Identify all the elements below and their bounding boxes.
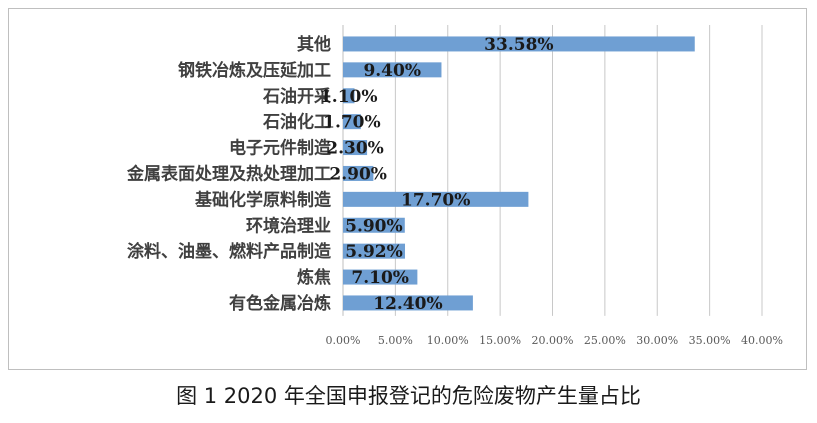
category-label: 电子元件制造 [229,138,332,159]
category-label: 有色金属冶炼 [229,293,331,314]
figure-caption: 图 1 2020 年全国申报登记的危险废物产生量占比 [176,384,641,408]
x-tick-label: 40.00% [741,334,783,347]
category-label: 钢铁冶炼及压延加工 [178,60,331,81]
data-label: 7.10% [351,268,409,288]
chart-frame: 其他 33.58% 钢铁冶炼及压延加工 9.40% 石油开采 1.10% 石油化工 1.70%… [8,8,807,370]
category-label: 环境治理业 [246,215,331,236]
data-label: 5.92% [345,242,403,262]
data-label: 2.90% [329,164,387,184]
bar [343,36,695,52]
category-label: 石油化工 [262,112,331,133]
data-label: 33.58% [484,35,553,55]
bar [343,295,473,311]
data-label: 12.40% [373,294,442,314]
bar [343,217,405,233]
x-tick-label: 15.00% [479,334,521,347]
bar [343,191,529,207]
category-label: 炼焦 [297,267,331,288]
x-tick-label: 10.00% [427,334,469,347]
data-label: 1.10% [320,87,378,107]
bar [343,88,355,104]
x-tick-label: 35.00% [689,334,731,347]
bar [343,165,374,181]
x-tick-label: 30.00% [636,334,678,347]
bar [343,140,368,156]
x-tick-label: 0.00% [326,334,361,347]
x-tick-label: 20.00% [532,334,574,347]
data-label: 17.70% [401,190,470,210]
bar [343,114,361,130]
bar [343,62,442,78]
bar [343,243,406,259]
category-label: 其他 [297,34,331,55]
category-label: 基础化学原料制造 [194,189,332,210]
category-label: 涂料、油墨、燃料产品制造 [127,241,332,262]
data-label: 1.70% [323,113,381,133]
data-label: 2.30% [326,139,384,159]
category-label: 金属表面处理及热处理加工 [126,163,331,184]
x-tick-label: 5.00% [378,334,413,347]
bar [343,269,418,285]
x-tick-label: 25.00% [584,334,626,347]
data-label: 9.40% [363,61,421,81]
data-label: 5.90% [345,216,403,236]
category-label: 石油开采 [262,86,331,107]
